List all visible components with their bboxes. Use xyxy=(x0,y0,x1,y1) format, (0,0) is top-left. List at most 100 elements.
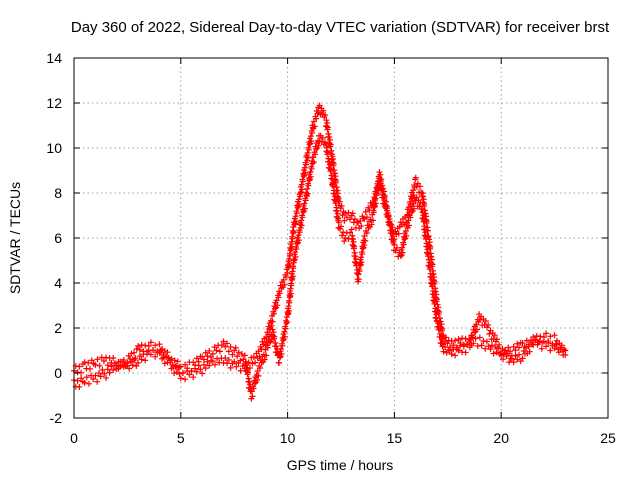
data-point xyxy=(293,210,300,217)
data-point xyxy=(225,356,232,363)
data-point xyxy=(323,144,330,151)
data-point xyxy=(384,203,391,210)
data-point xyxy=(216,348,223,355)
data-point xyxy=(164,349,171,356)
data-point xyxy=(293,218,300,225)
data-point xyxy=(227,364,234,371)
data-point xyxy=(543,343,550,350)
data-point xyxy=(229,351,236,358)
data-point xyxy=(551,332,558,339)
data-point xyxy=(126,365,133,372)
data-point xyxy=(420,193,427,200)
data-point xyxy=(168,355,175,362)
data-point xyxy=(76,363,83,370)
data-point xyxy=(505,344,512,351)
data-point xyxy=(261,356,268,363)
data-point xyxy=(270,310,277,317)
data-point xyxy=(547,347,554,354)
data-point xyxy=(292,254,299,261)
data-point xyxy=(299,186,306,193)
data-point xyxy=(159,355,166,362)
data-point xyxy=(74,377,81,384)
data-point xyxy=(543,330,550,337)
data-point xyxy=(395,230,402,237)
data-point xyxy=(177,363,184,370)
data-point xyxy=(206,347,213,354)
data-point xyxy=(211,344,218,351)
data-point xyxy=(552,341,559,348)
data-point xyxy=(388,230,395,237)
data-point xyxy=(269,318,276,325)
data-point xyxy=(493,336,500,343)
data-point xyxy=(177,375,184,382)
data-point xyxy=(202,349,209,356)
data-point xyxy=(199,370,206,377)
data-point xyxy=(384,209,391,216)
data-point xyxy=(117,358,124,365)
data-point xyxy=(391,241,398,248)
data-point xyxy=(339,232,346,239)
data-point xyxy=(435,304,442,311)
data-point xyxy=(311,151,318,158)
data-point xyxy=(419,190,426,197)
data-point xyxy=(188,368,195,375)
data-point xyxy=(276,290,283,297)
data-point xyxy=(403,232,410,239)
data-point xyxy=(294,240,301,247)
data-point xyxy=(410,200,417,207)
x-tick-label: 0 xyxy=(70,430,78,446)
data-point xyxy=(362,208,369,215)
data-point xyxy=(135,343,142,349)
data-point xyxy=(186,371,193,378)
data-point xyxy=(263,352,270,359)
data-point xyxy=(293,245,300,252)
data-point xyxy=(190,374,197,381)
data-point xyxy=(307,173,314,180)
grid-lines xyxy=(74,58,608,418)
data-point xyxy=(487,346,494,353)
data-point xyxy=(147,339,154,346)
data-point xyxy=(103,374,110,381)
data-point xyxy=(350,238,357,245)
data-point xyxy=(335,215,342,222)
data-point xyxy=(368,221,375,228)
data-point xyxy=(540,334,547,340)
data-point xyxy=(303,161,310,168)
data-point xyxy=(289,235,296,242)
data-point xyxy=(78,375,85,382)
data-point xyxy=(243,362,250,369)
data-point xyxy=(110,367,117,373)
data-point xyxy=(325,155,332,162)
data-point xyxy=(308,165,315,172)
data-point xyxy=(272,340,279,347)
data-point xyxy=(476,316,483,323)
data-point xyxy=(209,350,216,357)
data-point xyxy=(289,273,296,280)
data-point xyxy=(332,198,339,205)
data-point xyxy=(99,367,106,373)
data-point xyxy=(101,370,108,377)
data-point xyxy=(529,341,536,348)
data-point xyxy=(173,362,180,369)
data-point xyxy=(410,205,417,212)
data-point xyxy=(321,139,328,146)
data-point xyxy=(343,214,350,221)
data-point xyxy=(334,210,341,217)
data-point xyxy=(108,363,115,370)
data-point xyxy=(371,203,378,210)
x-tick-label: 20 xyxy=(493,430,509,446)
data-point xyxy=(120,356,127,363)
data-point xyxy=(310,159,317,166)
data-point xyxy=(357,217,364,224)
data-point xyxy=(510,359,517,366)
data-point xyxy=(252,359,259,366)
data-point xyxy=(503,353,510,360)
data-point xyxy=(562,352,569,358)
data-point xyxy=(179,370,186,376)
data-point xyxy=(295,237,302,244)
data-point xyxy=(494,345,501,352)
data-point xyxy=(320,107,327,114)
data-point xyxy=(211,361,218,368)
data-point xyxy=(306,177,313,184)
data-point xyxy=(182,376,189,383)
